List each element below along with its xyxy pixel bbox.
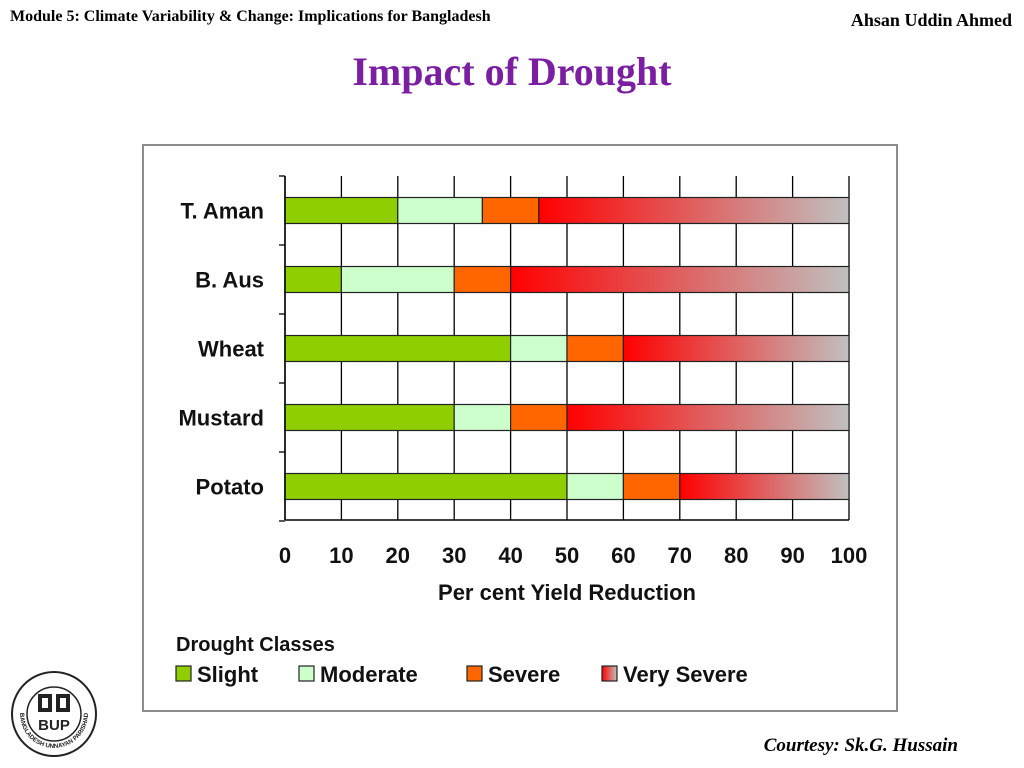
bar-segment-very-severe (538, 196, 850, 225)
category-label: Potato (196, 475, 264, 500)
bar-segment-moderate (397, 196, 484, 225)
x-tick-label: 50 (555, 543, 579, 568)
slide-title: Impact of Drought (352, 49, 672, 94)
bar-segment-slight (284, 334, 512, 363)
logo-text: BUP (38, 717, 70, 734)
bar-segment-slight (284, 196, 399, 225)
module-title: Module 5: Climate Variability & Change: … (10, 8, 491, 25)
legend-swatch (466, 665, 483, 682)
legend-title: Drought Classes (176, 634, 335, 656)
x-tick-label: 20 (386, 543, 410, 568)
x-tick-label: 40 (498, 543, 522, 568)
bar-segment-severe (481, 196, 540, 225)
legend-swatch (601, 665, 618, 682)
category-label: Wheat (198, 337, 265, 362)
legend-swatch (298, 665, 315, 682)
x-tick-label: 90 (780, 543, 804, 568)
bar-segment-moderate (566, 472, 625, 501)
x-tick-label: 70 (668, 543, 692, 568)
x-tick-label: 100 (831, 543, 868, 568)
drought-chart: 0 10 20 30 40 50 60 70 80 90 100 T. Aman B. Aus Wheat… (175, 175, 868, 687)
chart-frame: 0 10 20 30 40 50 60 70 80 90 100 T. Aman B. Aus Wheat… (142, 144, 898, 712)
bar-segment-moderate (510, 334, 568, 363)
bar-segment-very-severe (510, 265, 850, 294)
bar-segment-very-severe (679, 472, 850, 501)
bar-segment-severe (622, 472, 681, 501)
x-tick-label: 0 (279, 543, 291, 568)
bar-segment-moderate (453, 403, 512, 432)
bar-segment-slight (284, 403, 455, 432)
bar-segment-slight (284, 265, 343, 294)
x-axis-label: Per cent Yield Reduction (438, 580, 696, 605)
category-label: B. Aus (195, 268, 264, 293)
bar-segment-severe (566, 334, 625, 363)
x-tick-label: 80 (724, 543, 748, 568)
courtesy-note: Courtesy: Sk.G. Hussain (763, 735, 958, 756)
legend-label: Slight (197, 662, 259, 687)
bar-segment-severe (510, 403, 568, 432)
legend-label: Severe (488, 662, 560, 687)
bar-segment-slight (284, 472, 568, 501)
x-tick-label: 60 (611, 543, 635, 568)
bar-segment-moderate (340, 265, 455, 294)
legend-label: Moderate (320, 662, 418, 687)
author-name: Ahsan Uddin Ahmed (850, 10, 1012, 30)
bar-segment-severe (453, 265, 512, 294)
x-tick-label: 30 (442, 543, 466, 568)
category-label: T. Aman (180, 199, 264, 224)
category-label: Mustard (178, 406, 264, 431)
legend-swatch (175, 665, 192, 682)
bar-segment-very-severe (622, 334, 850, 363)
x-tick-label: 10 (329, 543, 353, 568)
bar-segment-very-severe (566, 403, 850, 432)
legend-label: Very Severe (623, 662, 748, 687)
bup-logo-icon: BUP BANGLADESH UNNAYAN PARISHAD (11, 671, 97, 757)
